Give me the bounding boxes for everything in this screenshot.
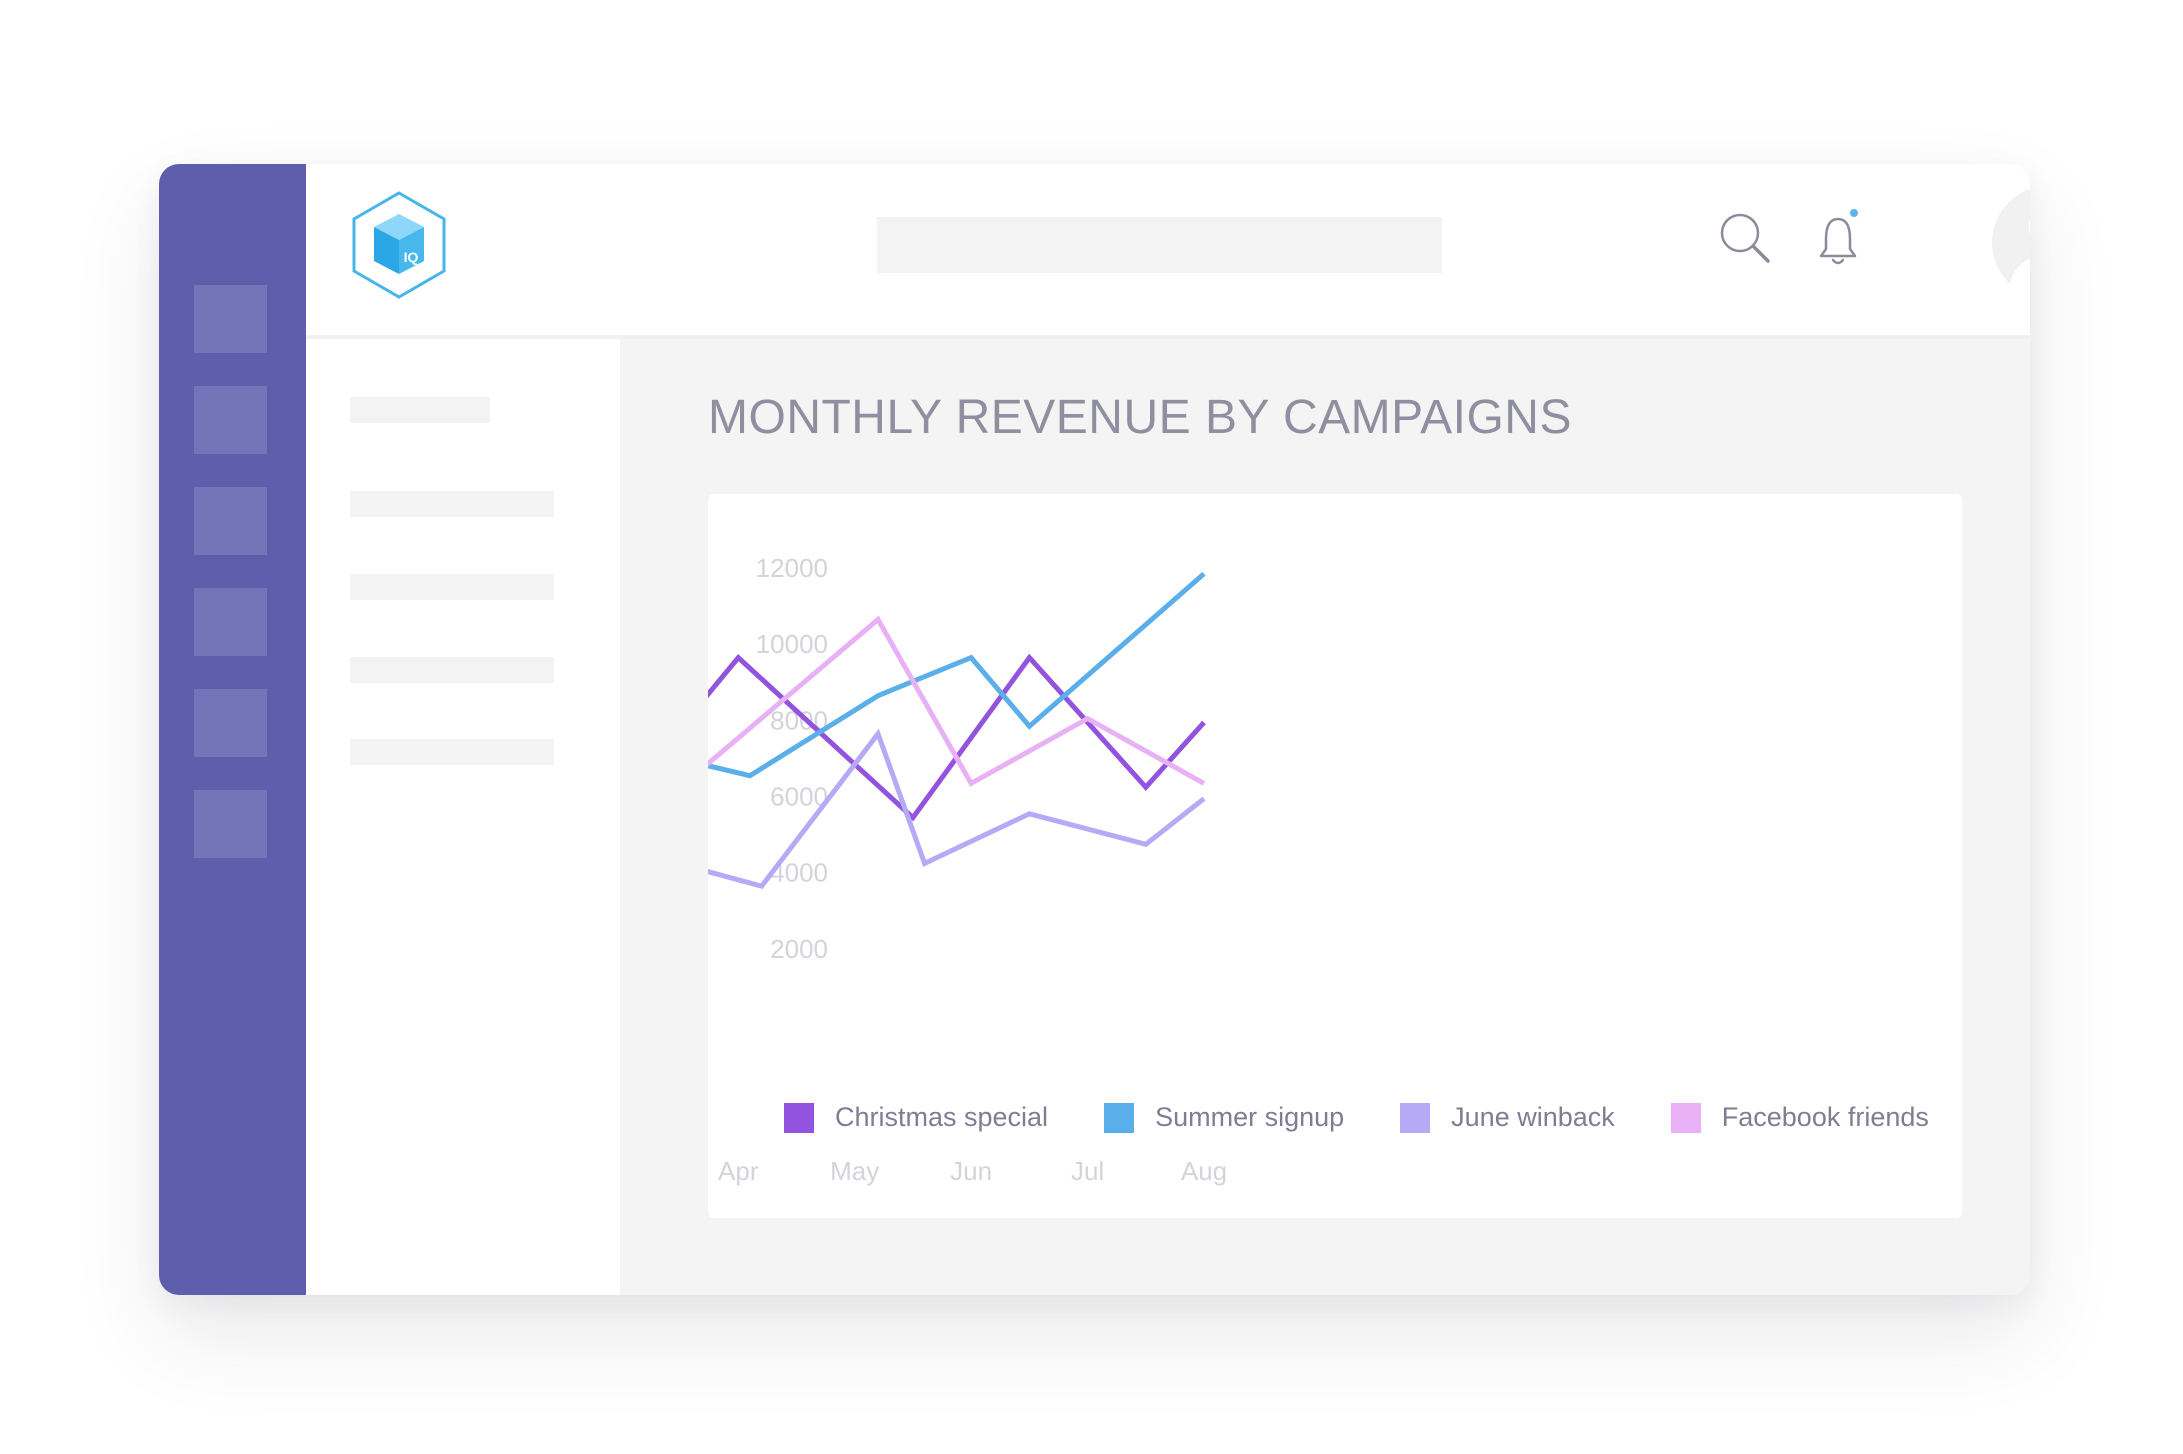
rail-item-5[interactable]: [194, 689, 267, 757]
user-icon: [2008, 219, 2030, 299]
legend-item[interactable]: Facebook friends: [1670, 1102, 1929, 1133]
rail-item-4[interactable]: [194, 588, 267, 656]
avatar[interactable]: [1992, 186, 2030, 299]
subnav-item-1[interactable]: [350, 397, 490, 423]
rail-item-1[interactable]: [194, 285, 267, 353]
series-line-3[interactable]: [708, 728, 1206, 902]
legend-label: June winback: [1451, 1102, 1615, 1132]
legend-swatch: [1400, 1102, 1431, 1133]
search-input[interactable]: [877, 217, 1442, 273]
sidebar-rail: [159, 164, 306, 1295]
legend-item[interactable]: Summer signup: [1104, 1102, 1344, 1133]
app-window: IQ MONTHLY REVENUE BY CAMPAIGNS 12000 100…: [159, 164, 2030, 1295]
search-icon[interactable]: [1716, 209, 1776, 269]
x-tick-label: May: [830, 1156, 879, 1186]
series-line-1[interactable]: [708, 653, 1206, 845]
logo-text: IQ: [404, 249, 419, 265]
legend-swatch: [1104, 1102, 1135, 1133]
secondary-nav: [306, 339, 620, 1295]
subnav-item-3[interactable]: [350, 574, 554, 600]
x-tick-label: Apr: [718, 1156, 759, 1186]
subnav-item-2[interactable]: [350, 491, 554, 517]
series-line-2[interactable]: [708, 571, 1206, 787]
bell-icon[interactable]: [1811, 202, 1871, 272]
y-tick-label: 10000: [756, 629, 828, 659]
app-logo[interactable]: IQ: [350, 190, 448, 300]
legend-label: Christmas special: [835, 1102, 1049, 1132]
x-tick-label: Aug: [1181, 1156, 1227, 1186]
top-bar: IQ: [306, 164, 2030, 339]
y-tick-label: 6000: [770, 781, 828, 811]
legend-label: Facebook friends: [1721, 1102, 1929, 1132]
series-line-4[interactable]: [708, 615, 1206, 952]
legend-swatch: [1670, 1102, 1701, 1133]
x-tick-label: Jun: [950, 1156, 992, 1186]
rail-item-3[interactable]: [194, 487, 267, 555]
line-chart: 12000100008000600040002000JanFebMarAprMa…: [708, 553, 1227, 1186]
notification-dot: [1850, 209, 1858, 217]
legend-swatch: [784, 1102, 814, 1133]
chart-legend: Christmas special Summer signup June winba…: [784, 1102, 1929, 1133]
page-title: MONTHLY REVENUE BY CAMPAIGNS: [708, 391, 1572, 444]
y-tick-label: 2000: [770, 934, 828, 964]
legend-item[interactable]: June winback: [1400, 1102, 1615, 1133]
subnav-item-4[interactable]: [350, 657, 554, 683]
chart-card: 12000100008000600040002000JanFebMarAprMa…: [708, 494, 1962, 1218]
subnav-item-5[interactable]: [350, 739, 554, 765]
x-tick-label: Jul: [1071, 1156, 1104, 1186]
legend-label: Summer signup: [1155, 1102, 1345, 1132]
rail-item-2[interactable]: [194, 386, 267, 454]
y-tick-label: 12000: [756, 553, 828, 583]
rail-item-6[interactable]: [194, 790, 267, 858]
legend-item[interactable]: Christmas special: [784, 1102, 1048, 1133]
